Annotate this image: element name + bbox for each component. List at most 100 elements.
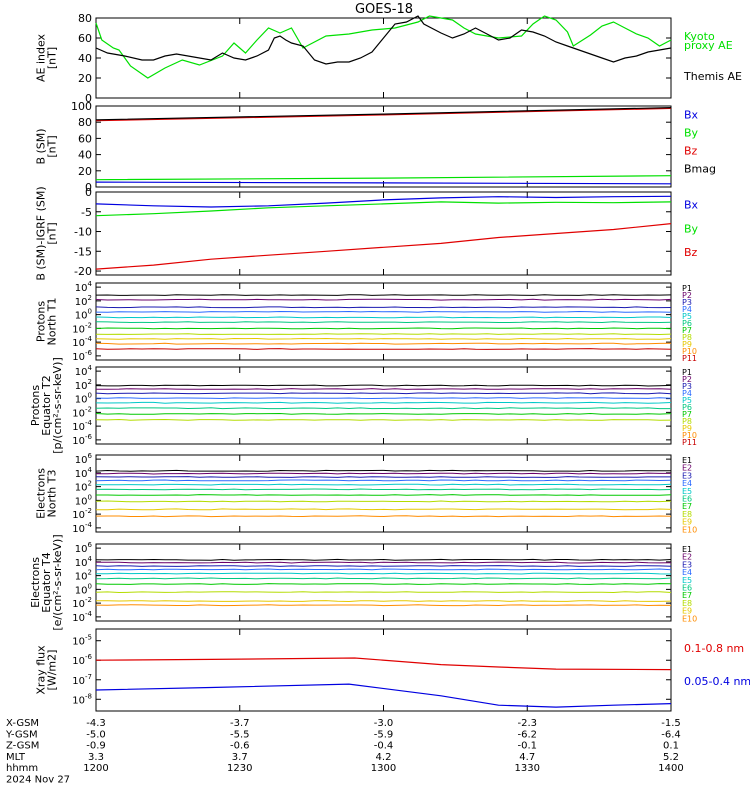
y-tick-label: -5 [81,206,92,219]
footer-value: 3.7 [232,752,248,763]
legend-entry: Bx [684,109,699,122]
y-tick-label: 10-6 [72,433,92,447]
y-tick-label: 102 [75,480,92,494]
panel-frame [96,18,671,98]
footer-value: -5.9 [374,729,394,740]
y-axis-label: [nT] [46,47,59,69]
channel-line-10 [96,605,671,606]
footer-row-label: Y-GSM [5,729,38,740]
y-tick-label: 106 [75,452,93,466]
y-tick-label: 10-6 [72,653,92,667]
footer-row-label: hhmm [6,763,38,774]
legend-entry: Themis AE [683,70,742,83]
panel-frame [96,367,671,444]
y-tick-label: 106 [75,541,93,555]
panel-frame [96,455,671,532]
channel-line-5 [96,484,671,485]
y-tick-label: -10 [74,226,92,239]
footer-value: -3.7 [230,718,250,729]
panel-frame [96,544,671,621]
footer-value: -1.5 [661,718,681,729]
y-tick-label: 20 [78,72,92,85]
series-line-2 [96,224,671,270]
y-tick-label: 104 [75,364,93,378]
channel-line-8 [96,420,671,421]
footer-value: 3.3 [88,752,104,763]
legend-entry: Bx [684,199,699,212]
channel-line-2 [96,562,671,563]
y-tick-label: 40 [78,149,92,162]
footer-value: -3.0 [374,718,394,729]
y-axis-label: [W/m2] [46,650,59,691]
footer-value: 4.2 [376,752,392,763]
y-tick-label: 10-2 [72,321,92,335]
channel-line-3 [96,307,671,308]
y-tick-label: 10-4 [72,521,92,535]
footer-value: 0.1 [663,741,679,752]
channel-line-7 [96,495,671,496]
channel-line-4 [96,312,671,313]
channel-line-6 [96,578,671,579]
channel-line-3 [96,477,671,478]
channel-line-7 [96,584,671,585]
channel-line-4 [96,480,671,481]
legend-entry: Bmag [684,163,716,176]
channel-line-8 [96,334,671,335]
y-tick-label: 80 [78,12,92,25]
channel-line-6 [96,489,671,490]
channel-line-6 [96,322,671,323]
series-line-0 [96,658,671,670]
legend-entry: By [684,127,699,140]
channel-line-2 [96,299,671,300]
channel-line-4 [96,398,671,399]
footer-value: -4.3 [86,718,106,729]
y-axis-label: North T3 [46,470,59,518]
channel-line-4 [96,569,671,570]
legend-p11: P11 [682,354,697,363]
channel-line-5 [96,573,671,574]
footer-row-label: Z-GSM [6,741,39,752]
y-axis-label: [nT] [46,135,59,157]
series-line-1 [96,202,671,216]
footer-value: 5.2 [663,752,679,763]
y-tick-label: 10-2 [72,507,92,521]
channel-line-5 [96,402,671,403]
y-tick-label: -15 [74,245,92,258]
channel-line-2 [96,389,671,390]
y-tick-label: 100 [75,392,92,406]
y-tick-label: 60 [78,132,92,145]
footer-value: 1400 [658,763,683,774]
y-tick-label: 60 [78,32,92,45]
channel-line-10 [96,516,671,517]
footer-row-label: X-GSM [6,718,39,729]
channel-line-9 [96,509,671,510]
y-tick-label: 10-4 [72,335,92,349]
panel-frame [96,629,671,711]
y-axis-label: North T1 [46,298,59,346]
legend-e10: E10 [682,614,697,623]
y-tick-label: -20 [74,265,92,278]
channel-line-8 [96,501,671,502]
footer-value: -0.4 [374,741,394,752]
footer-value: -6.2 [517,729,537,740]
channel-line-9 [96,339,671,340]
footer-value: 1330 [515,763,540,774]
channel-line-5 [96,317,671,318]
footer-value: 1300 [371,763,396,774]
channel-line-6 [96,408,671,409]
y-tick-label: 10-8 [72,692,92,706]
y-tick-label: 100 [75,308,92,322]
series-line-0 [96,16,671,78]
channel-line-11 [96,349,671,350]
